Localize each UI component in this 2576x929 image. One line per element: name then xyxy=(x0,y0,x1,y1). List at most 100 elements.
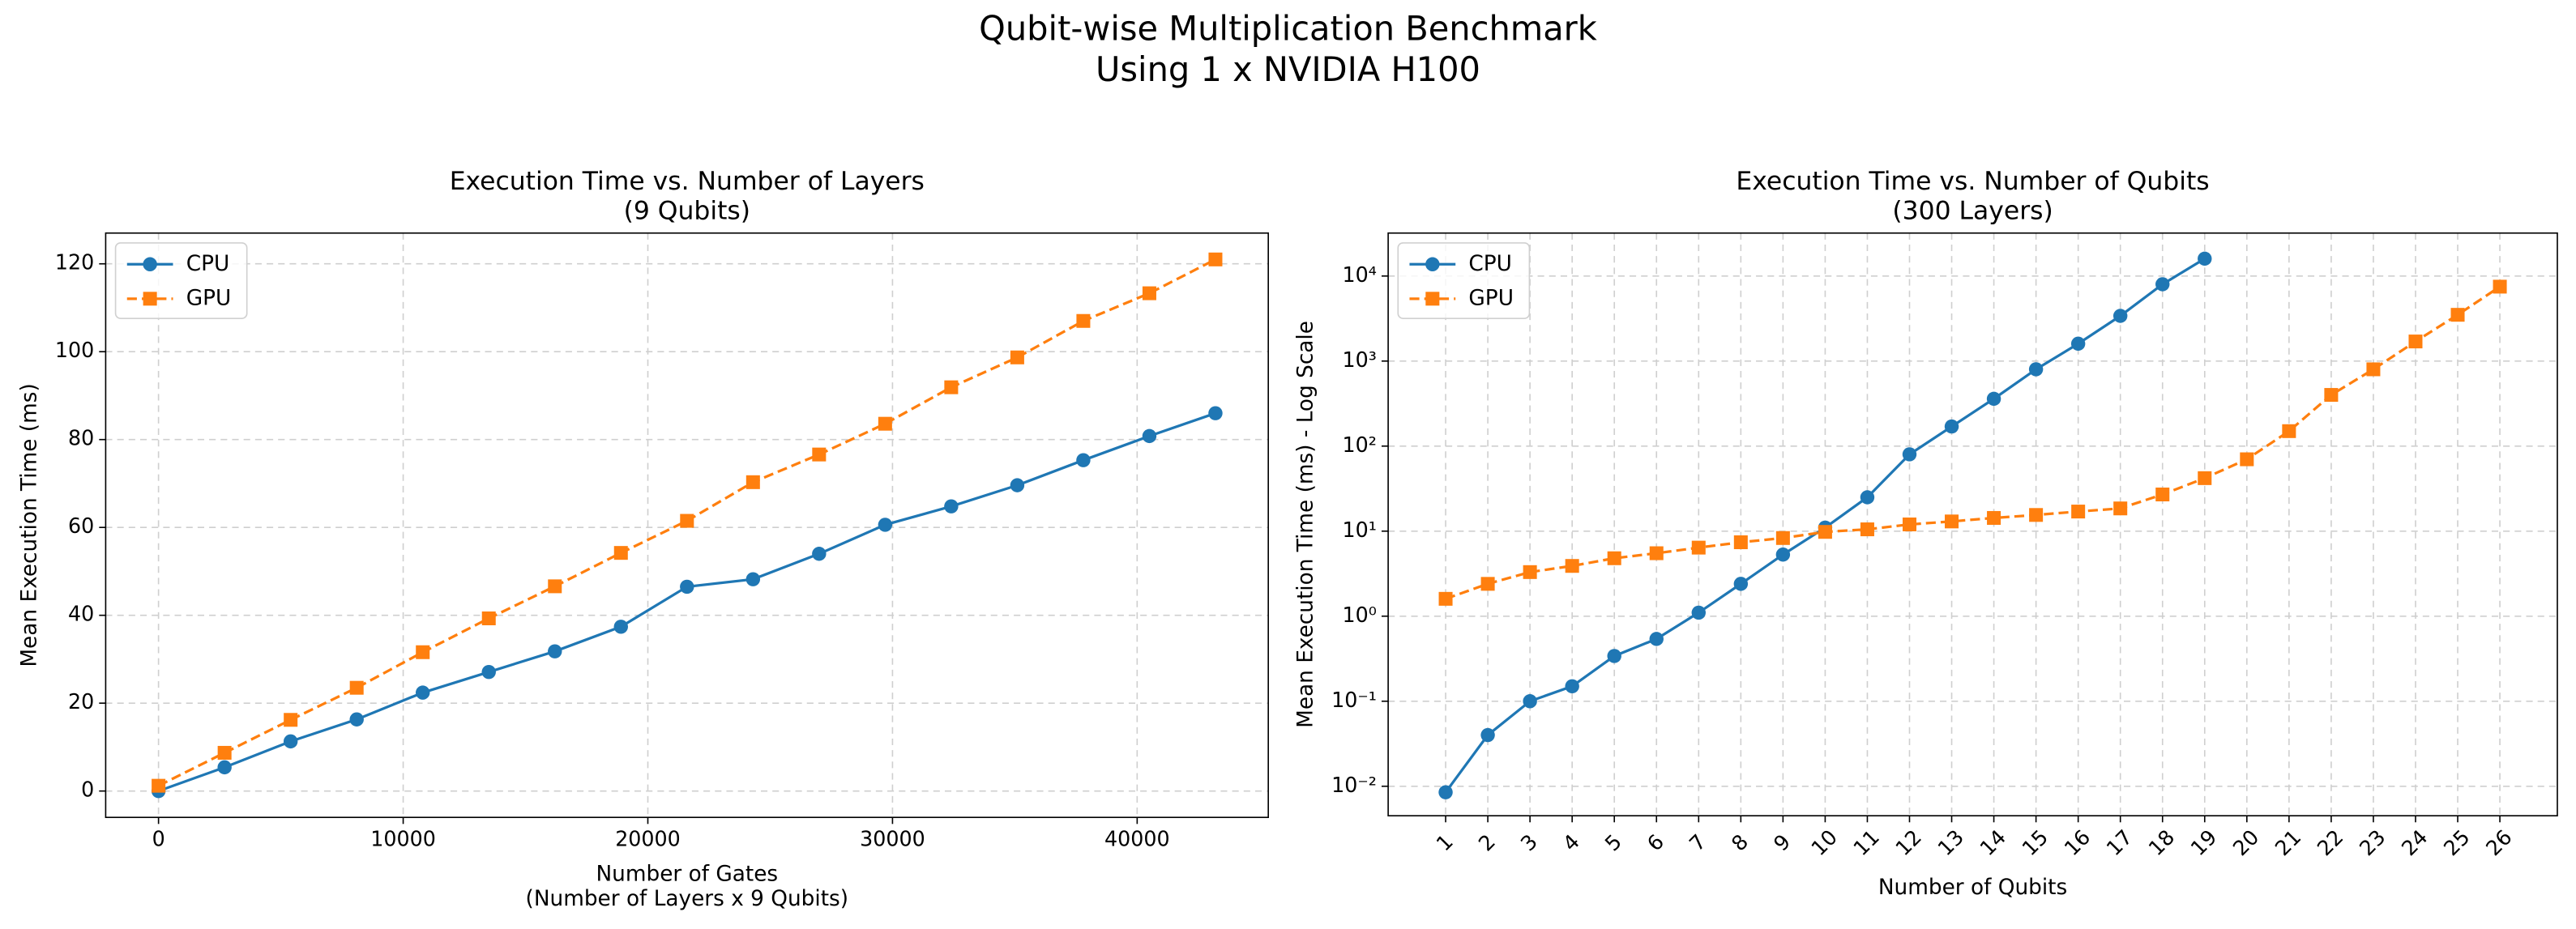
x-tick-label: 18 xyxy=(2143,825,2179,860)
x-tick-label: 8 xyxy=(1727,829,1754,856)
marker xyxy=(680,514,694,528)
marker xyxy=(1523,694,1537,709)
marker xyxy=(745,572,761,586)
marker xyxy=(680,579,694,594)
x-tick-label: 24 xyxy=(2397,825,2433,860)
y-tick-label: 40 xyxy=(68,602,94,626)
marker xyxy=(2071,505,2086,519)
marker xyxy=(1523,565,1537,579)
x-tick-label: 5 xyxy=(1600,829,1626,856)
marker xyxy=(548,644,562,658)
marker xyxy=(1142,428,1157,444)
x-tick-label: 7 xyxy=(1685,829,1711,856)
legend-marker xyxy=(143,292,157,306)
plot-frame xyxy=(1387,232,2558,816)
marker xyxy=(1607,551,1621,565)
marker xyxy=(283,734,298,749)
y-axis-label: Mean Execution Time (ms) xyxy=(18,383,42,667)
marker xyxy=(878,416,892,431)
marker xyxy=(745,475,760,489)
x-axis-label: (Number of Layers x 9 Qubits) xyxy=(526,887,848,911)
marker xyxy=(2029,508,2044,522)
x-tick-label: 16 xyxy=(2059,825,2095,860)
marker xyxy=(2493,279,2507,294)
x-tick-label: 6 xyxy=(1643,829,1669,856)
y-tick-label: 10⁴ xyxy=(1343,262,1377,287)
y-tick-label: 10³ xyxy=(1343,347,1377,372)
marker xyxy=(1607,649,1621,663)
marker xyxy=(2028,362,2044,377)
x-tick-label: 2 xyxy=(1473,829,1500,856)
x-tick-label: 12 xyxy=(1890,825,1926,860)
y-tick-label: 120 xyxy=(55,250,94,275)
marker xyxy=(349,680,364,695)
marker xyxy=(548,579,562,594)
marker xyxy=(812,547,827,561)
y-tick-label: 100 xyxy=(55,338,94,362)
marker xyxy=(944,380,959,394)
y-tick-label: 10² xyxy=(1343,433,1377,457)
x-tick-label: 4 xyxy=(1557,829,1584,856)
marker xyxy=(1565,559,1579,573)
marker xyxy=(416,645,430,659)
x-tick-label: 23 xyxy=(2355,825,2390,860)
marker xyxy=(1649,546,1664,560)
marker xyxy=(1691,605,1707,620)
marker xyxy=(1691,540,1706,555)
x-tick-label: 14 xyxy=(1975,825,2010,860)
marker xyxy=(481,664,496,680)
marker xyxy=(2240,452,2254,467)
legend-marker xyxy=(143,257,157,271)
marker xyxy=(1902,447,1917,462)
marker xyxy=(2366,362,2381,377)
marker xyxy=(1860,490,1875,505)
marker xyxy=(1208,252,1223,266)
x-tick-label: 0 xyxy=(152,827,165,851)
marker xyxy=(2113,501,2128,516)
y-tick-label: 10¹ xyxy=(1343,518,1377,542)
marker xyxy=(1944,419,1959,434)
marker xyxy=(613,546,628,560)
legend-marker xyxy=(1425,292,1440,306)
x-tick-label: 22 xyxy=(2312,825,2347,860)
marker xyxy=(812,447,827,462)
marker xyxy=(1987,510,2001,525)
marker xyxy=(1208,406,1223,420)
x-tick-label: 26 xyxy=(2481,825,2517,860)
marker xyxy=(878,518,893,532)
marker xyxy=(2408,335,2423,349)
x-tick-label: 30000 xyxy=(860,827,925,851)
marker xyxy=(1480,727,1495,743)
marker xyxy=(416,685,430,700)
marker xyxy=(2198,471,2212,485)
marker xyxy=(2155,487,2170,502)
y-tick-label: 80 xyxy=(68,426,94,450)
chart-title: (300 Layers) xyxy=(1892,196,2053,225)
x-tick-label: 19 xyxy=(2185,825,2221,860)
suptitle: Using 1 x NVIDIA H100 xyxy=(1096,49,1480,89)
legend-label: GPU xyxy=(1468,286,1514,310)
legend-label: GPU xyxy=(186,286,232,310)
marker xyxy=(944,499,959,514)
marker xyxy=(1860,522,1874,537)
y-tick-label: 20 xyxy=(68,689,94,714)
x-tick-label: 40000 xyxy=(1104,827,1170,851)
legend-label: CPU xyxy=(1468,252,1512,276)
marker xyxy=(1818,525,1832,539)
marker xyxy=(613,620,628,634)
suptitle: Qubit-wise Multiplication Benchmark xyxy=(979,9,1597,49)
y-tick-label: 60 xyxy=(68,514,94,538)
marker xyxy=(1649,632,1664,646)
marker xyxy=(1438,591,1453,606)
marker xyxy=(2155,277,2170,292)
marker xyxy=(1775,531,1790,545)
series-line xyxy=(1445,285,2501,600)
x-tick-label: 11 xyxy=(1848,825,1884,860)
x-tick-label: 3 xyxy=(1515,829,1542,856)
marker xyxy=(1480,577,1495,591)
x-tick-label: 20 xyxy=(2228,825,2263,860)
y-tick-label: 0 xyxy=(81,778,94,802)
x-tick-label: 15 xyxy=(2017,825,2053,860)
